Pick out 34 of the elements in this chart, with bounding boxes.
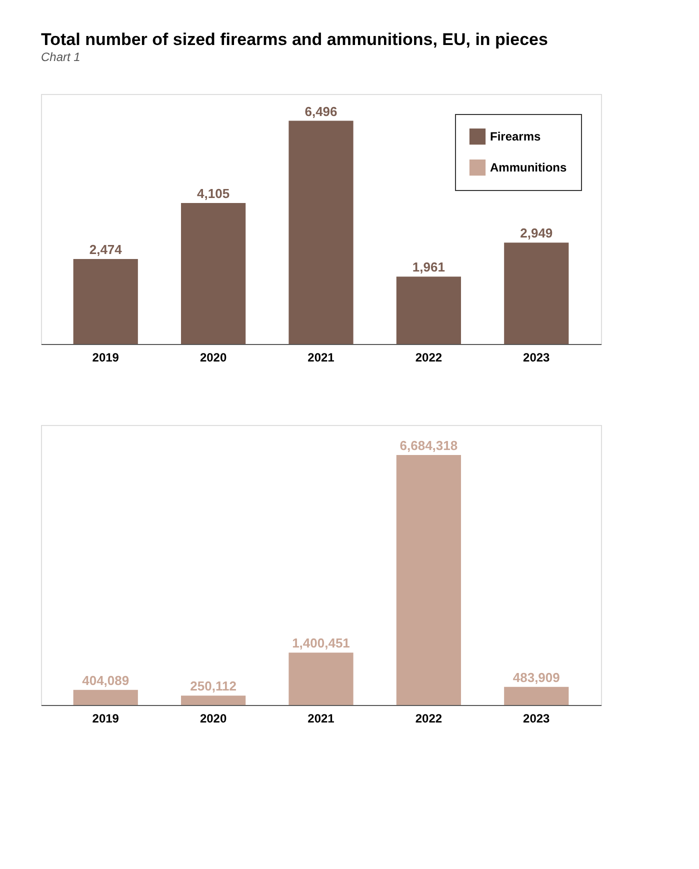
bar (396, 455, 461, 705)
bar (504, 242, 569, 344)
bar (73, 258, 138, 344)
x-tick-label: 2022 (415, 712, 442, 726)
bar (288, 120, 354, 344)
bar (288, 652, 354, 705)
x-tick-label: 2023 (523, 350, 550, 364)
data-label: 6,496 (304, 104, 338, 119)
bar (181, 696, 246, 705)
legend-label: Ammunitions (490, 160, 567, 174)
bar (396, 276, 461, 344)
bar (504, 686, 569, 705)
data-label: 6,684,318 (400, 438, 458, 453)
x-tick-label: 2022 (415, 350, 442, 364)
data-label: 483,909 (512, 670, 560, 685)
data-label: 1,400,451 (292, 636, 350, 651)
bar (181, 202, 246, 344)
data-label: 1,961 (412, 260, 445, 275)
data-label: 2,474 (89, 242, 123, 257)
chart-subtitle: Chart 1 (41, 50, 80, 64)
data-label: 4,105 (197, 186, 230, 201)
x-tick-label: 2020 (200, 350, 227, 364)
x-tick-label: 2019 (92, 712, 120, 726)
x-tick-label: 2021 (308, 350, 335, 364)
x-tick-label: 2023 (523, 712, 550, 726)
chart-title: Total number of sized firearms and ammunitions, EU, in pieces (41, 30, 548, 49)
legend-label: Firearms (490, 130, 542, 144)
data-label: 250,112 (190, 678, 236, 694)
data-label: 2,949 (520, 226, 553, 241)
x-tick-label: 2020 (200, 712, 227, 726)
x-tick-label: 2021 (308, 712, 335, 726)
x-tick-label: 2019 (92, 350, 120, 364)
bar (73, 690, 138, 705)
data-label: 404,089 (82, 672, 130, 688)
